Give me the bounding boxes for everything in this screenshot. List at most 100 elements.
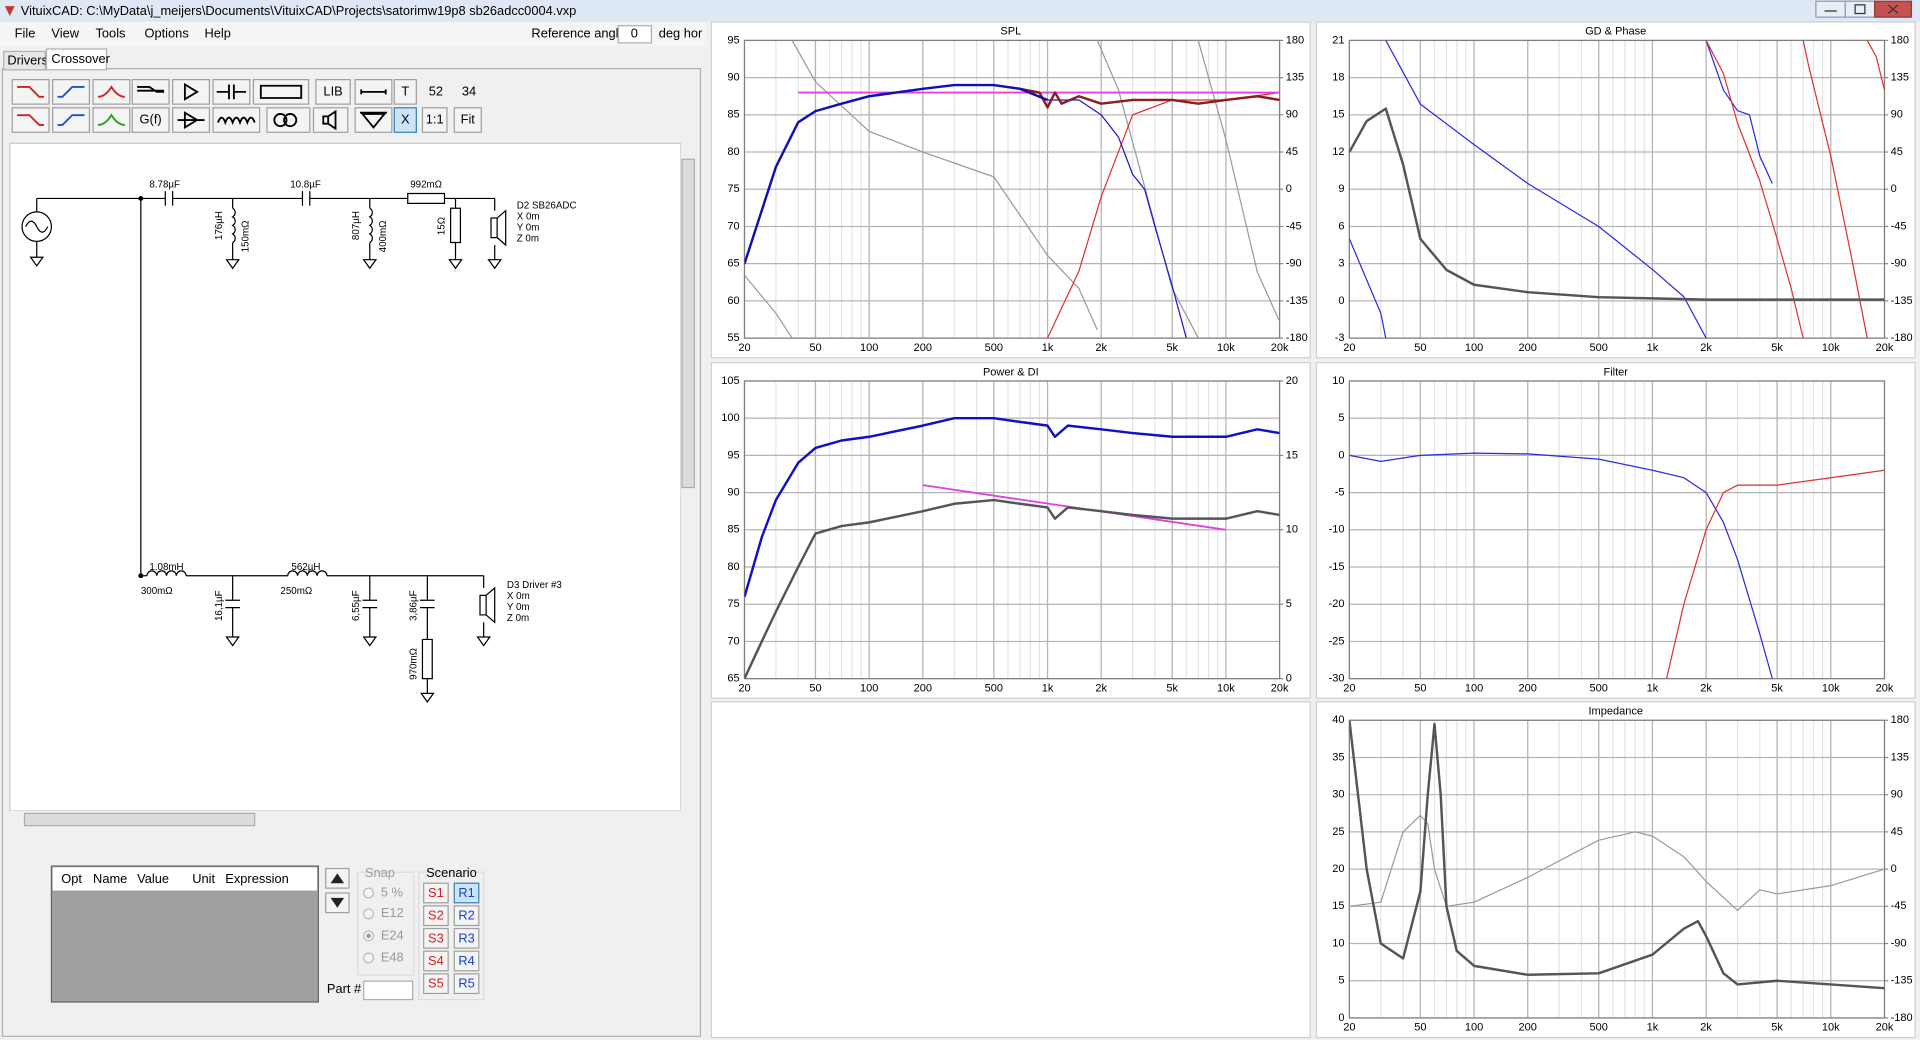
radio[interactable] xyxy=(363,887,375,899)
scenario-label[interactable]: S5 xyxy=(428,976,444,991)
radio-label[interactable]: E48 xyxy=(381,949,404,964)
y-tick-label: 18 xyxy=(1332,72,1344,84)
y2-tick-label: 10 xyxy=(1286,524,1298,536)
scenario-label[interactable]: S4 xyxy=(428,953,444,968)
tool-button[interactable] xyxy=(252,79,310,105)
tool-button[interactable] xyxy=(212,107,261,133)
source-wave xyxy=(25,220,49,233)
scenario-button[interactable] xyxy=(453,973,480,995)
scenario-button[interactable] xyxy=(423,927,449,949)
tool-button[interactable] xyxy=(421,107,448,133)
x-tick-label: 10k xyxy=(1822,342,1840,354)
tool-button[interactable] xyxy=(172,79,210,105)
tool-button-label[interactable]: Fit xyxy=(461,111,476,126)
tool-button[interactable] xyxy=(393,79,417,105)
schematic xyxy=(21,191,507,703)
tool-button[interactable] xyxy=(453,107,482,133)
tool-button[interactable] xyxy=(11,79,50,105)
ground xyxy=(476,636,491,647)
chart-title: Filter xyxy=(1603,366,1628,378)
y2-tick-label: 45 xyxy=(1891,826,1903,838)
tool-icon xyxy=(17,114,45,126)
tool-button[interactable] xyxy=(52,79,90,105)
radio-label[interactable]: E24 xyxy=(381,927,404,942)
x-tick-label: 10k xyxy=(1217,682,1235,694)
empty-panel xyxy=(710,701,1311,1039)
menu-item[interactable]: Options xyxy=(144,26,188,41)
driver xyxy=(479,586,496,624)
window-controls[interactable] xyxy=(1815,0,1913,18)
y2-tick-label: -135 xyxy=(1891,295,1913,307)
radio[interactable] xyxy=(363,952,375,964)
scenario-button[interactable] xyxy=(453,950,480,972)
scenario-button[interactable] xyxy=(453,905,480,927)
part-input[interactable] xyxy=(363,980,414,1001)
scenario-label[interactable]: S3 xyxy=(428,930,444,945)
scroll-thumb[interactable] xyxy=(681,158,695,489)
y-tick-label: 30 xyxy=(1332,789,1344,801)
radio[interactable] xyxy=(363,908,375,920)
tool-button[interactable] xyxy=(312,107,349,133)
tool-button[interactable] xyxy=(131,107,170,133)
scenario-button[interactable] xyxy=(423,950,449,972)
toolbar-value: 34 xyxy=(462,83,476,98)
tab[interactable] xyxy=(3,50,46,71)
tool-button[interactable] xyxy=(92,107,131,133)
tab-label[interactable]: Crossover xyxy=(51,51,110,66)
y-tick-label: 0 xyxy=(1338,295,1344,307)
scenario-label[interactable]: R2 xyxy=(458,908,474,923)
maximize-button[interactable] xyxy=(1844,0,1876,18)
column-header: Unit xyxy=(192,871,215,886)
reference-angle-input[interactable] xyxy=(617,25,653,44)
component-label: 807µH xyxy=(351,211,362,240)
tool-button[interactable] xyxy=(315,79,351,105)
y2-tick-label: 135 xyxy=(1891,72,1909,84)
menu-item[interactable]: File xyxy=(15,26,36,41)
menu-item[interactable]: View xyxy=(51,26,79,41)
scenario-label[interactable]: S1 xyxy=(428,885,444,900)
scenario-button[interactable] xyxy=(423,973,449,995)
x-tick-label: 5k xyxy=(1771,1022,1783,1034)
scenario-label[interactable]: R1 xyxy=(458,885,474,900)
tool-button-label[interactable]: X xyxy=(401,111,410,126)
tab-active[interactable] xyxy=(45,48,108,71)
tool-button-label[interactable]: LIB xyxy=(323,83,342,98)
tool-button-label[interactable]: 1:1 xyxy=(426,111,444,126)
tool-button[interactable] xyxy=(92,79,131,105)
tool-button-label[interactable]: G(f) xyxy=(140,111,162,126)
radio-label[interactable]: E12 xyxy=(381,905,404,920)
minimize-button[interactable] xyxy=(1815,0,1846,18)
scenario-label[interactable]: R3 xyxy=(458,930,474,945)
schematic-canvas[interactable] xyxy=(9,142,682,812)
radio-label[interactable]: 5 % xyxy=(381,884,403,899)
scenario-button[interactable] xyxy=(453,927,480,949)
menu-item[interactable]: Help xyxy=(204,26,230,41)
x-tick-label: 20k xyxy=(1271,342,1289,354)
x-tick-label: 100 xyxy=(1465,342,1483,354)
y-tick-label: 12 xyxy=(1332,146,1344,158)
tool-button[interactable] xyxy=(266,107,311,133)
scroll-thumb[interactable] xyxy=(23,812,256,827)
scenario-button[interactable] xyxy=(423,882,449,904)
scenario-label[interactable]: S2 xyxy=(428,908,444,923)
tool-button-active[interactable] xyxy=(393,107,417,133)
y-tick-label: -5 xyxy=(1335,486,1345,498)
tab-label[interactable]: Drivers xyxy=(7,53,48,68)
reference-angle-value[interactable]: 0 xyxy=(631,26,638,41)
ground xyxy=(225,259,240,270)
y-tick-label: 35 xyxy=(1332,751,1344,763)
tool-button[interactable] xyxy=(11,107,50,133)
y-tick-label: -25 xyxy=(1329,635,1345,647)
scenario-label[interactable]: R4 xyxy=(458,953,474,968)
scenario-button[interactable] xyxy=(423,905,449,927)
scenario-label[interactable]: R5 xyxy=(458,976,474,991)
tool-button-label[interactable]: T xyxy=(401,83,409,98)
tool-button[interactable] xyxy=(52,107,90,133)
y-tick-label: 85 xyxy=(727,109,739,121)
menu-item[interactable]: Tools xyxy=(96,26,126,41)
toolbar-text-buttons: LIB T 52 34 G(f) X 1:1 Fit xyxy=(131,79,482,133)
scenario-button[interactable] xyxy=(453,882,480,904)
resistor xyxy=(450,207,462,244)
tool-icon xyxy=(360,111,387,129)
x-tick-label: 200 xyxy=(1519,682,1537,694)
